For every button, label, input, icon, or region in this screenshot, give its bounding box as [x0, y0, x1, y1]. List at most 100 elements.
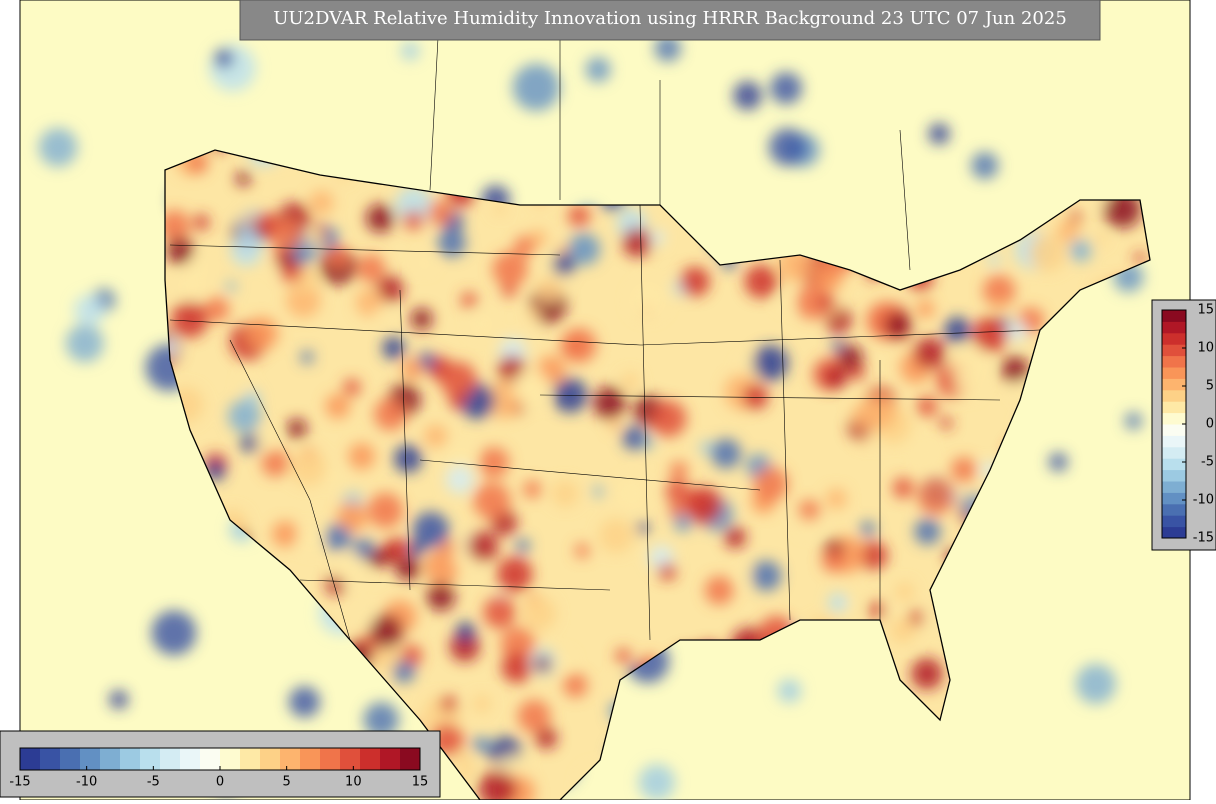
land-blob — [972, 316, 1009, 353]
land-blob — [554, 652, 573, 671]
land-blob — [911, 657, 943, 690]
colorbar-swatch — [300, 748, 321, 770]
land-blob — [1095, 234, 1107, 245]
ocean-blob — [151, 610, 197, 656]
colorbar-swatch — [1162, 389, 1186, 402]
land-blob — [261, 449, 289, 477]
land-blob — [796, 285, 831, 320]
land-blob — [478, 447, 510, 478]
colorbar-swatch — [1162, 458, 1186, 471]
land-blob — [473, 482, 511, 520]
land-blob — [376, 275, 404, 303]
land-blob — [337, 501, 368, 532]
colorbar-swatch — [1162, 481, 1186, 493]
land-blob — [334, 553, 365, 583]
colorbar-swatch — [140, 748, 161, 770]
land-blob — [497, 556, 533, 593]
ocean-blob — [971, 152, 999, 180]
land-blob — [1028, 234, 1067, 272]
land-blob — [290, 449, 327, 486]
land-blob — [298, 526, 324, 552]
colorbar-swatch — [280, 748, 301, 770]
land-blob — [287, 418, 307, 439]
land-blob — [535, 656, 552, 672]
land-blob — [440, 695, 457, 713]
land-blob — [704, 576, 734, 605]
land-blob — [467, 531, 499, 562]
land-blob — [860, 521, 876, 537]
ocean-blob — [65, 324, 104, 363]
land-blob — [226, 281, 237, 292]
land-blob — [1069, 211, 1082, 224]
ocean-blob — [585, 57, 611, 83]
land-blob — [479, 738, 494, 753]
land-blob — [1057, 219, 1080, 243]
land-blob — [699, 441, 714, 455]
land-blob — [384, 537, 409, 562]
colorbar-swatch — [1162, 492, 1186, 505]
land-blob — [752, 345, 789, 381]
coastline — [164, 149, 1151, 801]
land-blob — [622, 425, 647, 450]
land-blob — [478, 770, 517, 800]
land-blob — [1001, 356, 1029, 384]
land-blob — [882, 604, 899, 622]
colorbar-swatch — [320, 748, 341, 770]
tick-label: 0 — [216, 775, 224, 790]
land-blob — [437, 228, 466, 257]
land-blob — [394, 444, 422, 473]
land-blob — [711, 438, 741, 469]
land-blob — [551, 480, 579, 507]
land-blob — [744, 264, 778, 299]
colorbar-swatch — [220, 748, 241, 770]
land-blob — [366, 204, 395, 233]
map-title: UU2DVAR Relative Humidity Innovation usi… — [273, 8, 1067, 29]
land-blob — [327, 469, 342, 484]
tick-label: -10 — [1193, 493, 1214, 508]
land-blob — [327, 246, 351, 270]
land-blob — [563, 673, 588, 698]
colorbar-swatch — [60, 748, 81, 770]
land-blob — [609, 420, 621, 432]
land-blob — [650, 230, 665, 245]
land-blob — [401, 358, 424, 380]
land-blob — [469, 312, 493, 336]
land-blob — [445, 465, 475, 494]
title-box — [239, 0, 1101, 41]
land-blob — [236, 171, 251, 186]
land-blob — [837, 344, 863, 370]
land-blob — [1134, 252, 1146, 264]
land-blob — [193, 214, 210, 231]
ocean-blob — [38, 128, 78, 167]
land-blob — [658, 562, 676, 581]
land-blob — [315, 223, 326, 234]
colorbar-swatch — [1162, 321, 1186, 334]
land-blob — [951, 457, 977, 483]
ocean-blob — [288, 686, 320, 718]
land-blob — [300, 350, 314, 364]
ocean-blob — [401, 41, 420, 60]
land-blob — [424, 549, 461, 585]
colorbar-swatch — [1162, 503, 1186, 516]
colorbar-swatch — [1162, 412, 1186, 425]
land-blob — [798, 499, 821, 522]
land-blob — [455, 621, 476, 642]
land-blob — [439, 361, 477, 399]
land-blob — [408, 540, 425, 557]
land-blob — [598, 518, 634, 553]
land-blob — [592, 485, 604, 497]
land-blob — [669, 503, 684, 518]
land-blob — [395, 186, 433, 225]
land-blob — [753, 466, 789, 502]
ocean-blob — [654, 35, 681, 62]
land-blob — [512, 369, 550, 406]
land-blob — [680, 266, 710, 297]
ocean-blob — [928, 123, 950, 145]
land-blob — [355, 288, 384, 317]
land-blob — [568, 233, 601, 266]
land-blob — [416, 255, 432, 272]
colorbar-swatch — [380, 748, 401, 770]
land-blob — [240, 434, 259, 453]
land-blob — [286, 283, 321, 318]
